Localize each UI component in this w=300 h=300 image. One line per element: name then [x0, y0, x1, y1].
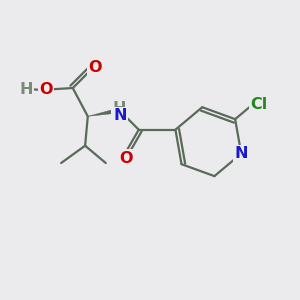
Text: H: H: [113, 101, 126, 116]
Polygon shape: [88, 108, 120, 116]
Text: O: O: [88, 59, 102, 74]
Text: N: N: [113, 108, 127, 123]
Text: O: O: [39, 82, 53, 97]
Text: O: O: [119, 151, 133, 166]
Text: Cl: Cl: [250, 97, 268, 112]
Text: N: N: [235, 146, 248, 161]
Text: H: H: [20, 82, 33, 97]
